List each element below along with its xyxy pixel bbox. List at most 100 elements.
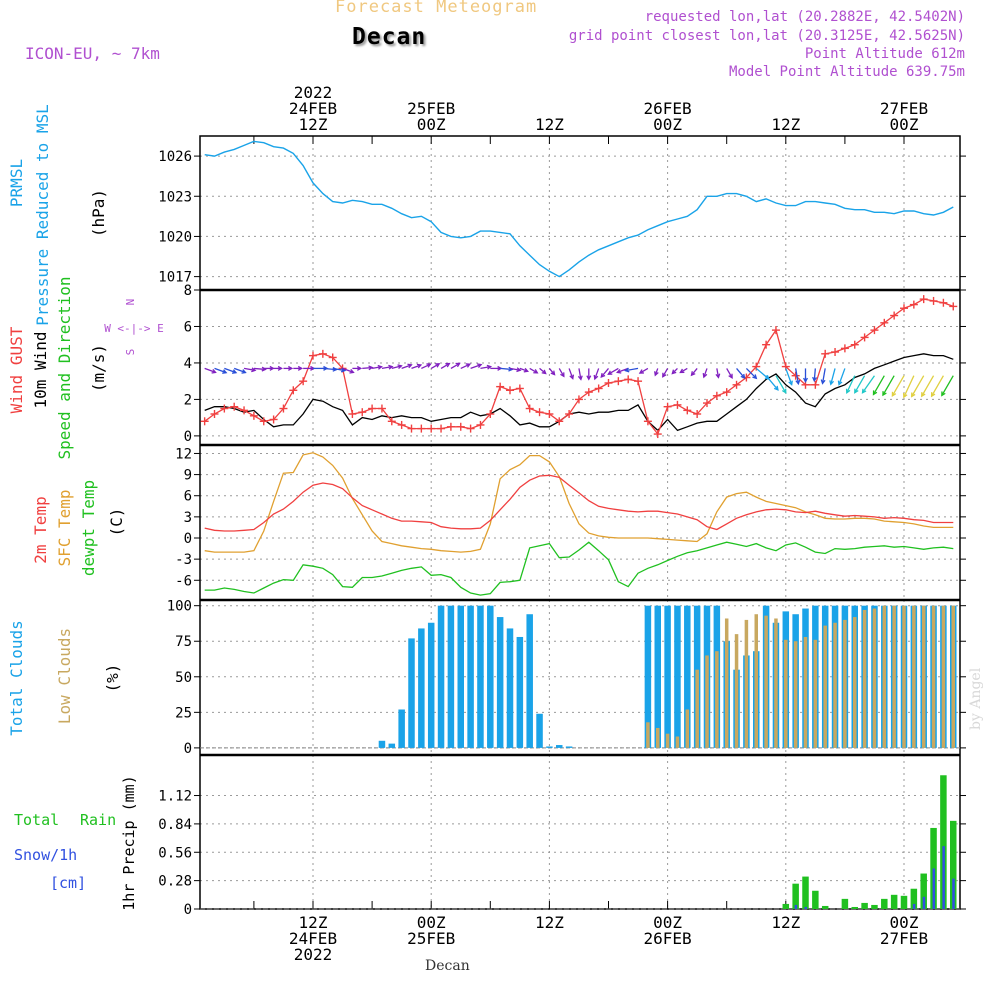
- wind-arrow-head: [921, 392, 926, 398]
- y-tick-label: 0: [184, 531, 192, 547]
- rain-bar: [910, 888, 918, 909]
- y-tick-label: 3: [184, 510, 192, 526]
- low-cloud-bar: [793, 641, 798, 748]
- wind-direction-arrow: [838, 368, 846, 385]
- y-tick-label: 6: [184, 319, 192, 335]
- y-tick-label: 1.12: [158, 789, 192, 805]
- wind-arrow-head: [872, 390, 878, 396]
- y-tick-label: 50: [175, 670, 192, 686]
- wind-direction-arrow: [253, 367, 266, 371]
- time-axis-bottom-label: 24FEB: [289, 929, 337, 948]
- wind-arrow-head: [533, 369, 539, 374]
- time-axis-top-label: 00Z: [890, 115, 919, 134]
- wind-direction-arrow: [391, 365, 402, 370]
- low-cloud-bar: [882, 605, 887, 748]
- total-cloud-bar: [477, 605, 484, 748]
- wind-direction-arrow: [519, 367, 528, 372]
- low-cloud-bar: [724, 618, 729, 748]
- wind-arrow-head: [297, 365, 304, 371]
- wind-arrow-head: [397, 364, 403, 370]
- low-cloud-bar: [951, 605, 955, 748]
- dewpoint-line: [204, 541, 954, 596]
- wind-arrow-head: [288, 365, 294, 371]
- rain-bar: [802, 876, 809, 909]
- pressure-label-full: Pressure Reduced to MSL: [33, 104, 52, 326]
- time-axis-top-label: 12Z: [299, 115, 328, 134]
- wind-arrow-head: [377, 364, 383, 370]
- temp-2m-line: [204, 474, 954, 532]
- time-axis-bottom-label: 00Z: [890, 913, 919, 932]
- rain-bar: [851, 906, 858, 909]
- rain-bar: [812, 890, 819, 909]
- wind-arrow-head: [902, 393, 908, 399]
- y-tick-label: 8: [184, 283, 192, 299]
- y-tick-label: 9: [184, 468, 192, 484]
- wind-arrow-head: [837, 380, 843, 386]
- wind-10m-label: 10m Wind: [31, 331, 50, 408]
- low-cloud-bar: [656, 727, 660, 748]
- time-axis-top-label: 27FEB: [880, 99, 928, 118]
- wind-arrow-head: [388, 364, 394, 370]
- y-tick-label: -6: [175, 573, 192, 589]
- precip-axis-label: 1hr Precip (mm): [120, 775, 138, 910]
- low-cloud-bar: [902, 605, 906, 748]
- wind-arrow-head: [241, 369, 247, 374]
- wind-direction-arrow: [450, 362, 460, 369]
- wind-arrow-head: [593, 374, 599, 381]
- total-cloud-bar: [526, 614, 533, 748]
- y-tick-label: 1020: [158, 229, 192, 245]
- wind-arrow-head: [671, 369, 677, 375]
- time-axis-top-label: 2022: [294, 83, 333, 102]
- dewpoint-label: dewpt Temp: [79, 480, 98, 576]
- wind-arrow-head: [356, 365, 363, 371]
- wind-arrow-head: [752, 374, 758, 380]
- snow-bar: [804, 906, 807, 909]
- wind-direction-arrow: [594, 368, 600, 380]
- wind-direction-arrow: [460, 363, 471, 370]
- y-tick-label: 4: [184, 356, 192, 372]
- wind-direction-arrow: [625, 367, 639, 372]
- total-cloud-bar: [536, 713, 543, 748]
- wind-arrow-head: [577, 375, 583, 381]
- footer-station: Decan: [425, 958, 470, 974]
- low-cloud-bar: [843, 619, 847, 748]
- y-tick-label: 0.56: [158, 845, 192, 861]
- total-cloud-bar: [398, 709, 405, 748]
- wind-arrow-head: [812, 376, 818, 383]
- model-point-altitude: Model Point Altitude 639.75m: [728, 64, 965, 80]
- wind-arrow-head: [715, 373, 721, 379]
- precip-total-label: Total: [14, 811, 59, 829]
- wind-direction-arrow: [362, 366, 373, 370]
- time-axis-bottom-label: 26FEB: [644, 929, 692, 948]
- total-cloud-bar: [487, 605, 494, 748]
- requested-coords: requested lon,lat (20.2882E, 42.5402N): [644, 9, 965, 25]
- rain-bar: [821, 905, 829, 909]
- wind-gust-label: Wind GUST: [7, 326, 26, 413]
- snow-bar: [794, 904, 798, 909]
- wind-direction-arrow: [411, 364, 422, 370]
- total-clouds-label: Total Clouds: [7, 620, 26, 736]
- snow-bar: [912, 903, 916, 909]
- total-cloud-bar: [388, 743, 396, 748]
- low-cloud-bar: [813, 639, 818, 748]
- total-cloud-bar: [644, 605, 652, 748]
- wind-direction-arrow: [872, 375, 885, 395]
- rain-bar: [861, 902, 868, 909]
- wind-arrow-head: [486, 364, 493, 370]
- y-tick-label: 0.84: [158, 817, 192, 833]
- wind-arrow-head: [426, 363, 432, 368]
- wind-arrow-head: [600, 372, 606, 379]
- wind-direction-arrow: [600, 367, 609, 378]
- time-axis-bottom-label: 27FEB: [880, 929, 928, 948]
- wind-direction-arrow: [662, 368, 669, 378]
- wind-direction-arrow: [903, 375, 915, 398]
- wind-arrow-head: [261, 366, 267, 372]
- rain-bar: [841, 898, 849, 909]
- time-axis-top-label: 12Z: [771, 115, 800, 134]
- sfc-temp-label: SFC Temp: [55, 489, 74, 566]
- wind-arrow-head: [662, 372, 667, 378]
- rain-bar: [950, 820, 957, 909]
- y-tick-label: 0: [184, 902, 192, 918]
- wind-unit-label: (m/s): [89, 344, 108, 392]
- wind-direction-arrow: [578, 368, 582, 380]
